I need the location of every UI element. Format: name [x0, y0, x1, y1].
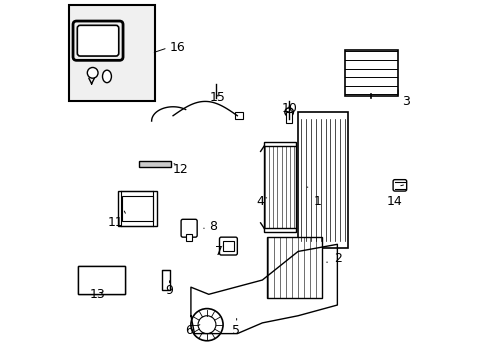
Bar	[223, 241, 233, 251]
Bar	[118, 191, 157, 226]
Text: 3: 3	[401, 95, 409, 108]
Text: 16: 16	[169, 41, 185, 54]
Bar	[78, 266, 124, 294]
Circle shape	[190, 309, 223, 341]
Text: 1: 1	[313, 195, 322, 208]
Bar	[122, 196, 152, 221]
Text: 15: 15	[209, 91, 225, 104]
Text: 9: 9	[165, 284, 173, 297]
Text: 14: 14	[386, 195, 402, 208]
Bar	[78, 266, 124, 294]
Bar	[235, 112, 243, 119]
Circle shape	[285, 108, 293, 116]
Bar	[264, 143, 296, 232]
Circle shape	[87, 67, 98, 78]
Text: 12: 12	[173, 163, 188, 176]
Bar	[139, 161, 171, 167]
Text: 11: 11	[107, 216, 123, 229]
FancyBboxPatch shape	[181, 219, 197, 237]
Text: 2: 2	[333, 252, 341, 265]
Bar	[185, 234, 192, 241]
Text: 8: 8	[208, 220, 216, 233]
Bar	[285, 112, 292, 123]
Text: 10: 10	[281, 102, 297, 115]
Bar	[266, 237, 322, 298]
Bar	[344, 50, 397, 96]
Text: 4: 4	[256, 195, 264, 208]
FancyBboxPatch shape	[392, 180, 406, 191]
Text: 5: 5	[231, 324, 239, 337]
Ellipse shape	[102, 70, 111, 83]
Bar	[298, 112, 347, 248]
Bar	[69, 5, 155, 102]
Bar	[162, 270, 169, 290]
Circle shape	[198, 316, 216, 334]
Text: 7: 7	[215, 245, 223, 258]
Text: 6: 6	[184, 324, 192, 337]
Text: 13: 13	[90, 288, 106, 301]
FancyBboxPatch shape	[219, 237, 237, 255]
FancyBboxPatch shape	[77, 25, 119, 56]
